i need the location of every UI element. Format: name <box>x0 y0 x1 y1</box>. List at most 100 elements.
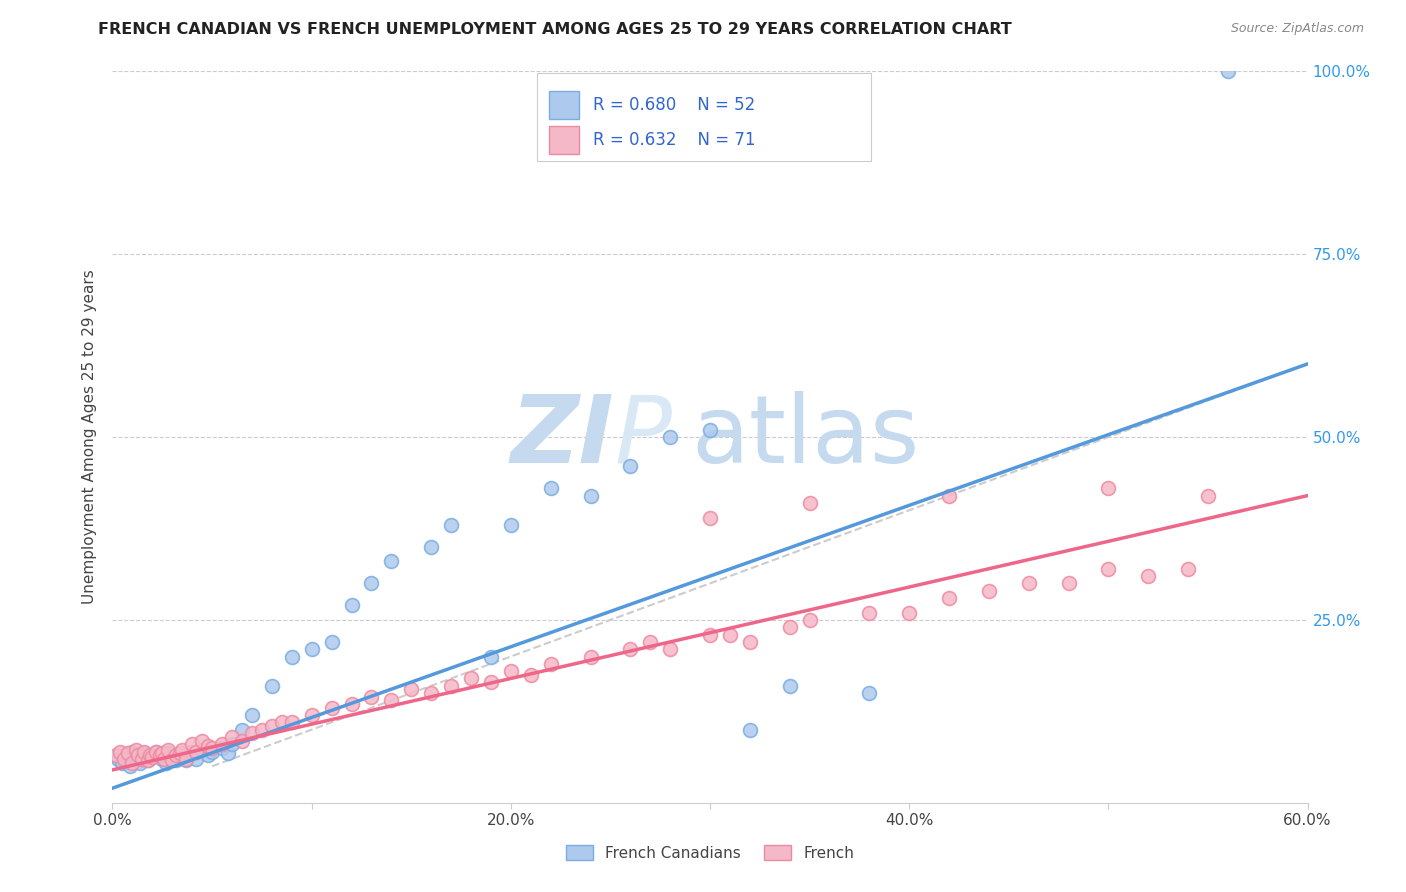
Text: atlas: atlas <box>692 391 920 483</box>
Point <box>281 649 304 664</box>
Point <box>321 635 343 649</box>
Point <box>699 423 721 437</box>
Point <box>977 583 1000 598</box>
Point <box>499 517 522 532</box>
Point <box>150 752 173 766</box>
Point <box>117 746 139 760</box>
Point <box>779 620 801 634</box>
Point <box>440 517 463 532</box>
Point <box>111 756 134 770</box>
Text: P: P <box>614 392 672 483</box>
Point <box>360 690 382 704</box>
Point <box>172 743 194 757</box>
Point <box>640 635 662 649</box>
Point <box>157 746 180 760</box>
Point <box>217 746 239 760</box>
Point <box>174 752 197 766</box>
Point <box>165 748 187 763</box>
Point <box>401 682 423 697</box>
Point <box>619 459 641 474</box>
Point <box>301 708 323 723</box>
Point <box>131 752 153 766</box>
Point <box>169 750 191 764</box>
Point <box>520 667 543 681</box>
Point <box>858 606 880 620</box>
Point <box>799 613 821 627</box>
Point <box>134 745 156 759</box>
Point <box>540 481 562 495</box>
Point <box>1097 481 1119 495</box>
Point <box>460 672 482 686</box>
Point <box>186 752 208 766</box>
Point <box>659 430 682 444</box>
Point <box>260 719 283 733</box>
Point <box>157 743 180 757</box>
Point <box>240 726 263 740</box>
Point <box>270 715 292 730</box>
Point <box>231 723 253 737</box>
Bar <box>548 91 579 119</box>
Point <box>1216 64 1239 78</box>
Point <box>150 746 173 760</box>
Point <box>718 627 741 641</box>
Point <box>221 730 243 744</box>
Point <box>191 733 214 747</box>
Point <box>380 693 402 707</box>
Point <box>898 606 921 620</box>
Point <box>110 745 132 759</box>
Point <box>799 496 821 510</box>
Point <box>149 748 172 763</box>
Point <box>165 753 187 767</box>
Point <box>420 686 443 700</box>
Point <box>499 664 522 678</box>
Point <box>121 745 143 759</box>
Point <box>115 748 138 763</box>
Point <box>162 752 183 766</box>
Point <box>191 743 214 757</box>
Point <box>141 750 163 764</box>
Point <box>1018 576 1040 591</box>
Point <box>120 759 142 773</box>
Point <box>1137 569 1160 583</box>
Point <box>540 657 562 671</box>
Point <box>1177 562 1199 576</box>
Point <box>240 708 263 723</box>
Point <box>197 748 219 763</box>
Point <box>340 599 363 613</box>
Y-axis label: Unemployment Among Ages 25 to 29 years: Unemployment Among Ages 25 to 29 years <box>82 269 97 605</box>
Text: FRENCH CANADIAN VS FRENCH UNEMPLOYMENT AMONG AGES 25 TO 29 YEARS CORRELATION CHA: FRENCH CANADIAN VS FRENCH UNEMPLOYMENT A… <box>98 22 1012 37</box>
Point <box>197 739 219 753</box>
Text: R = 0.680    N = 52: R = 0.680 N = 52 <box>593 96 755 114</box>
Point <box>938 591 960 605</box>
Point <box>579 649 602 664</box>
Point <box>858 686 880 700</box>
Point <box>231 733 253 747</box>
Point <box>129 756 152 770</box>
Point <box>260 679 283 693</box>
Point <box>125 748 148 763</box>
Point <box>420 540 443 554</box>
Point <box>138 753 160 767</box>
Point <box>201 740 224 755</box>
Text: ZI: ZI <box>510 391 614 483</box>
Point <box>479 649 502 664</box>
Point <box>211 737 233 751</box>
Point <box>619 642 641 657</box>
Text: Source: ZipAtlas.com: Source: ZipAtlas.com <box>1230 22 1364 36</box>
Point <box>162 753 183 767</box>
Point <box>139 748 162 763</box>
Point <box>131 752 153 766</box>
Point <box>127 748 149 763</box>
Point <box>738 723 761 737</box>
Point <box>149 748 172 763</box>
Bar <box>548 127 579 154</box>
Point <box>250 723 273 737</box>
Point <box>938 489 960 503</box>
Point <box>699 627 721 641</box>
Point <box>141 750 163 764</box>
Point <box>114 752 135 766</box>
Point <box>301 642 323 657</box>
Point <box>440 679 463 693</box>
Point <box>153 752 176 766</box>
Point <box>134 746 156 760</box>
